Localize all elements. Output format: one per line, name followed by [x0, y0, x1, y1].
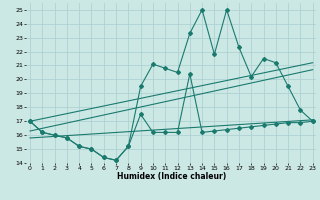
X-axis label: Humidex (Indice chaleur): Humidex (Indice chaleur)	[117, 172, 226, 181]
